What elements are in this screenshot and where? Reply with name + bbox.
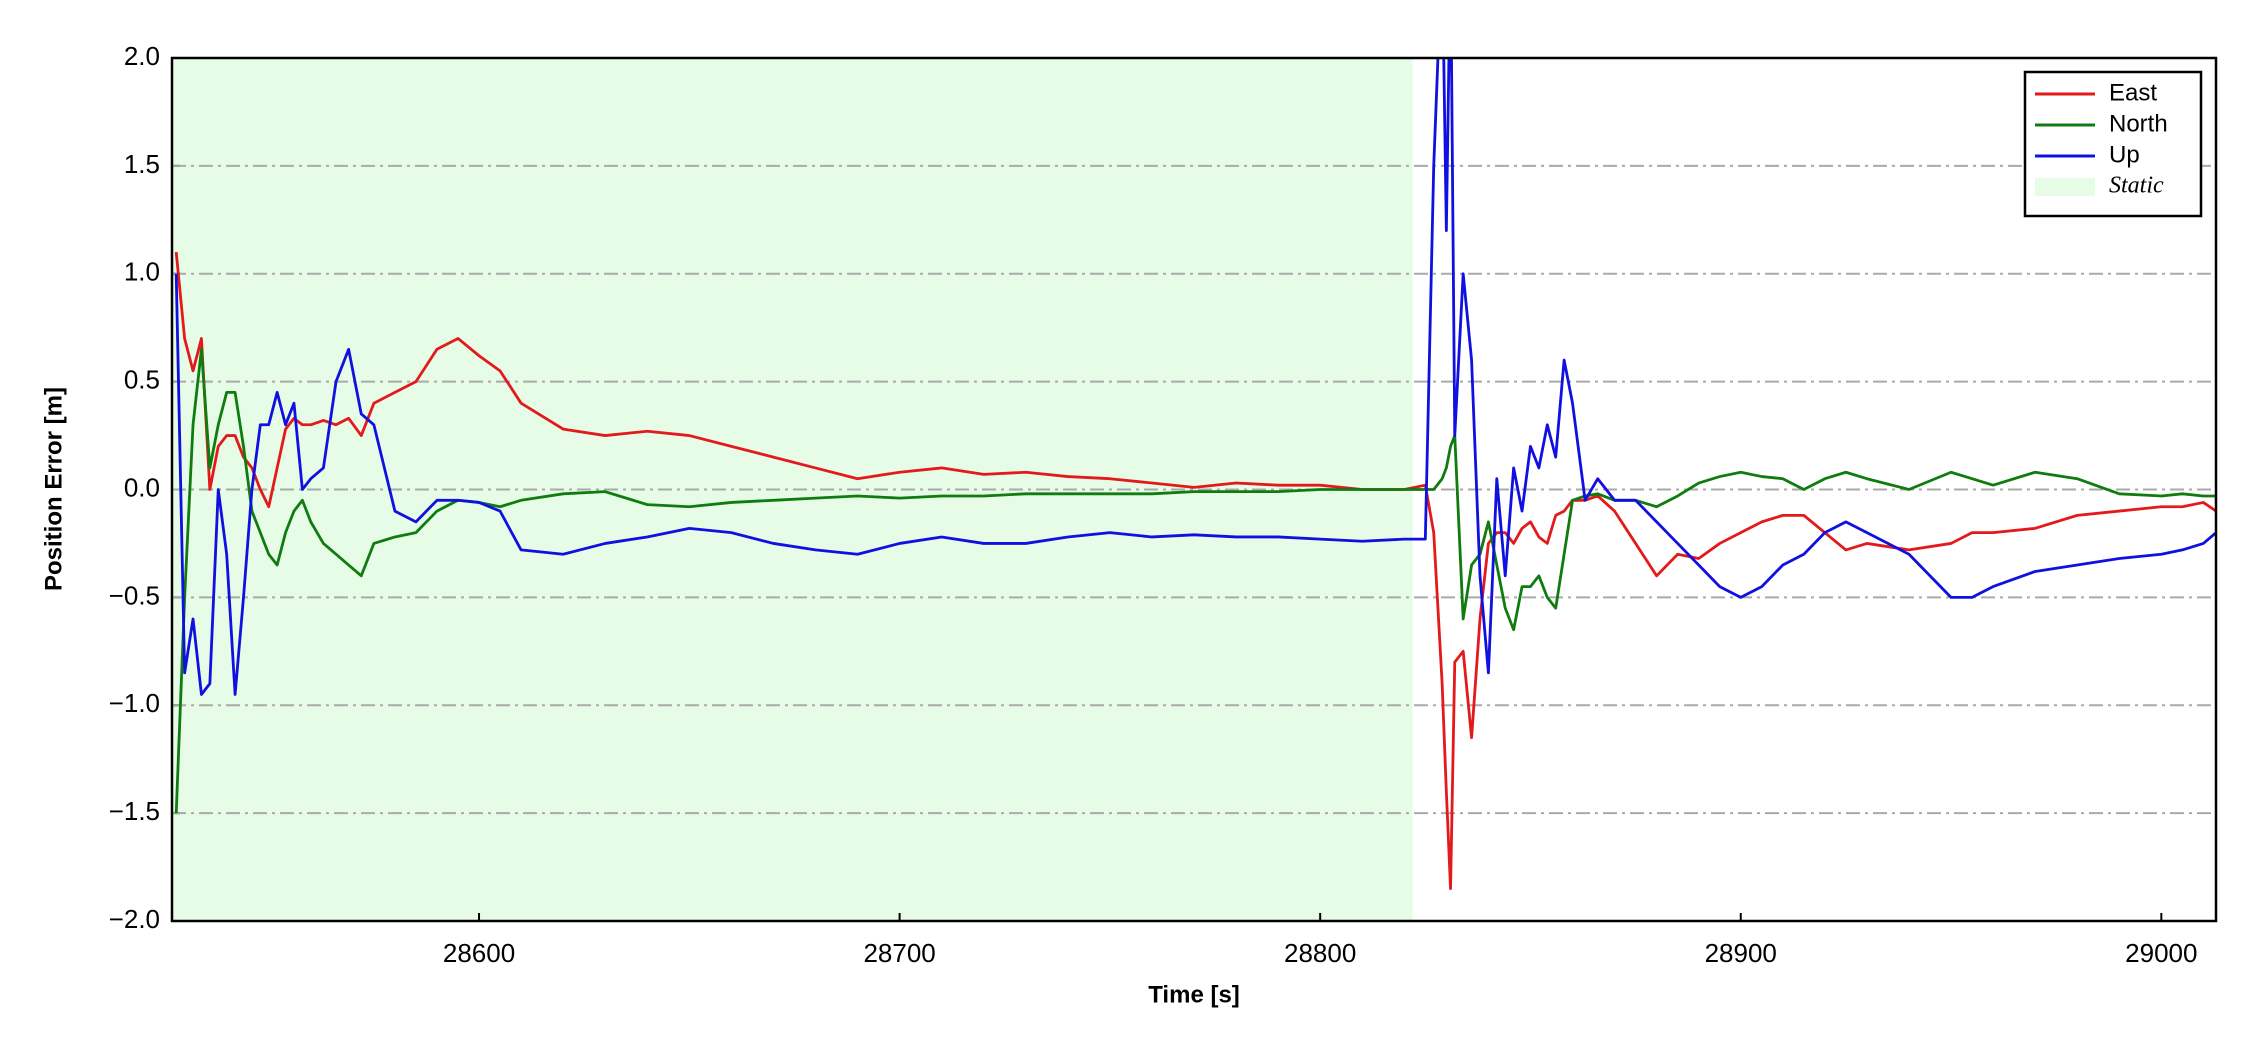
x-tick-label: 28800 (1284, 938, 1356, 968)
legend-label: North (2109, 110, 2168, 137)
legend-label: Static (2109, 173, 2164, 199)
legend: East North Up Static (2023, 70, 2203, 218)
y-tick-label: 1.0 (124, 257, 160, 287)
x-tick-label: 28900 (1705, 938, 1777, 968)
series-line (174, 347, 2216, 814)
y-axis-label: Position Error [m] (40, 387, 67, 591)
y-tick-label: 2.0 (124, 41, 160, 71)
y-tick-label: 1.5 (124, 149, 160, 179)
x-tick-label: 28700 (863, 938, 935, 968)
legend-label: East (2109, 79, 2157, 106)
x-tick-label: 28600 (443, 938, 515, 968)
plot-frame (170, 56, 2218, 923)
y-tick-label: −1.5 (109, 796, 160, 826)
x-axis-label: Time [s] (1148, 981, 1240, 1008)
series-line (174, 252, 2216, 891)
legend-swatch (2035, 178, 2095, 196)
y-tick-label: 0.5 (124, 365, 160, 395)
y-tick-label: −0.5 (109, 580, 160, 610)
y-tick-label: −1.0 (109, 688, 160, 718)
y-tick-label: 0.0 (124, 472, 160, 502)
legend-label: Up (2109, 141, 2140, 168)
x-tick-label: 29000 (2125, 938, 2197, 968)
y-tick-label: −2.0 (109, 904, 160, 934)
series-line (174, 58, 2216, 696)
